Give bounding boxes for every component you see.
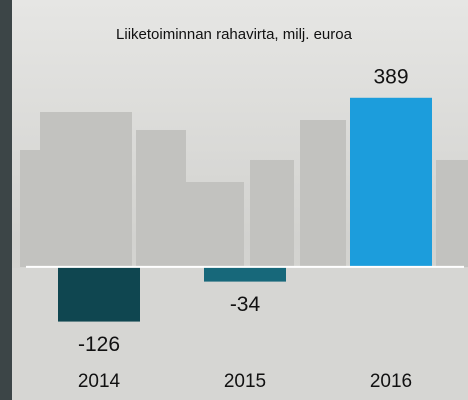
x-tick-label: 2014 [78,371,121,392]
bar [204,267,286,282]
bar [350,98,432,267]
x-tick-label: 2015 [224,371,266,392]
chart: Liiketoiminnan rahavirta, milj. euroa 20… [0,0,468,400]
value-label: -34 [230,293,261,316]
chart-title: Liiketoiminnan rahavirta, milj. euroa [116,26,353,43]
value-label: 389 [373,65,408,88]
value-label: -126 [78,333,120,356]
bar [58,267,140,322]
x-tick-label: 2016 [370,371,412,392]
